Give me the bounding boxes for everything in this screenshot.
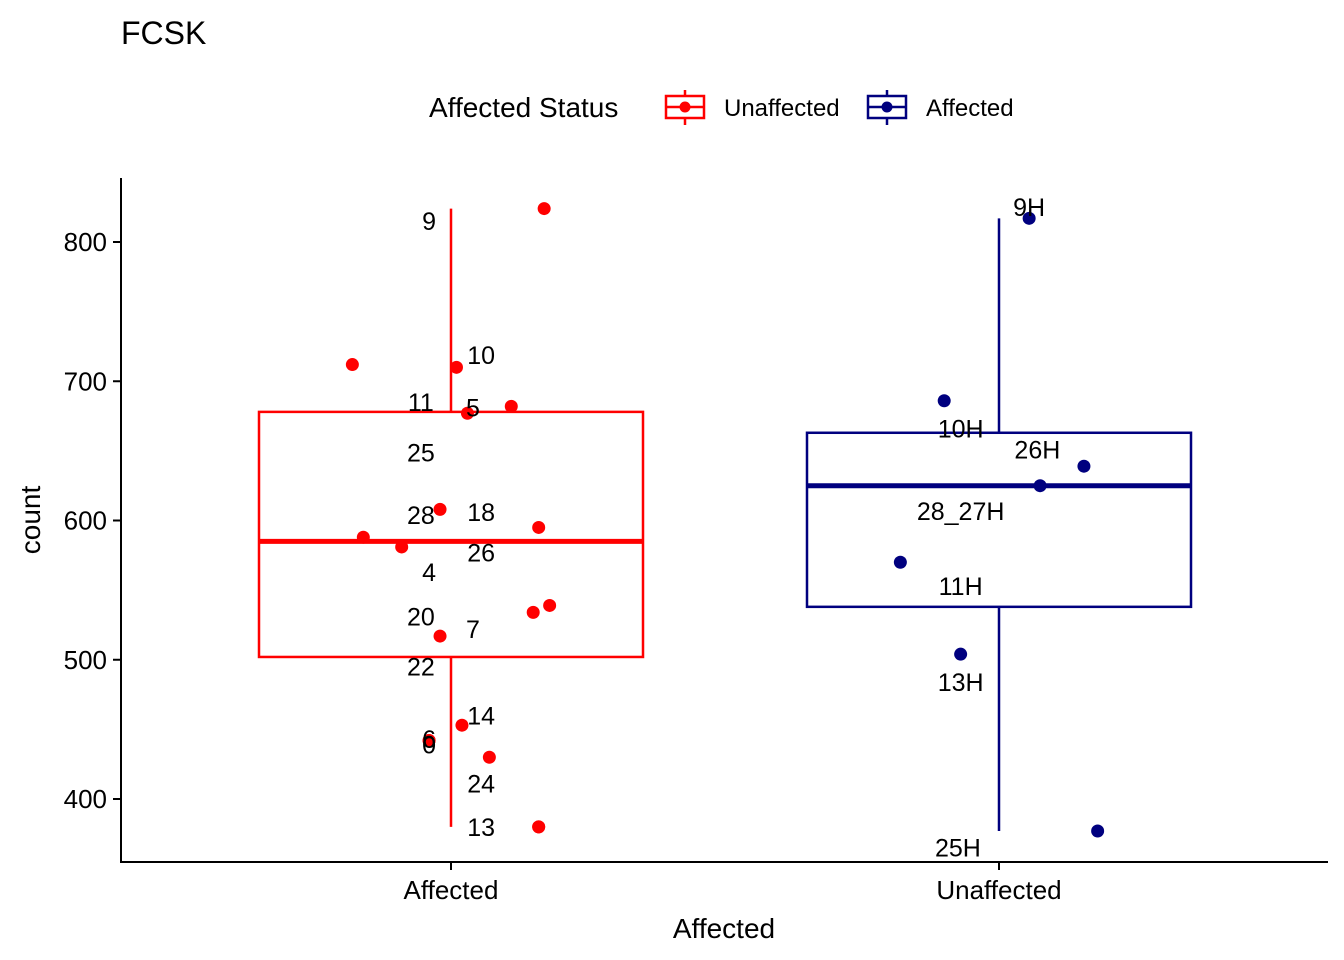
data-point [1091, 824, 1105, 838]
y-tick-label: 500 [64, 645, 107, 675]
point-label: 26H [1014, 436, 1060, 464]
data-point [422, 734, 436, 748]
axes: 400 500 600 700 800 Affected Unaffected [64, 178, 1328, 905]
point-label: 10 [467, 342, 495, 370]
point-label: 0 [422, 732, 436, 760]
data-point [543, 598, 557, 612]
data-point [433, 502, 447, 516]
y-tick-label: 400 [64, 784, 107, 814]
point-label: 4 [422, 559, 436, 587]
data-point [1022, 211, 1036, 225]
point-label: 28 [407, 502, 435, 530]
x-tick-label: Affected [404, 875, 499, 905]
legend-key-point [881, 101, 893, 113]
point-label: 14 [467, 702, 495, 730]
legend-label: Affected [926, 95, 1014, 122]
point-label: 18 [467, 499, 495, 527]
data-point [954, 647, 968, 661]
point-label: 13H [938, 669, 984, 697]
data-point [455, 718, 469, 732]
data-point [395, 540, 409, 554]
point-label: 6 [422, 726, 436, 754]
data-point [532, 520, 546, 534]
point-label: 5 [466, 395, 480, 423]
point-label: 20 [407, 604, 435, 632]
point-label: 25H [935, 835, 981, 863]
data-point [526, 605, 540, 619]
legend-key-unaffected [664, 90, 706, 125]
chart-title: FCSK [121, 15, 206, 51]
point-label: 10H [938, 416, 984, 444]
data-point [460, 406, 474, 420]
data-point [504, 399, 518, 413]
data-point [345, 358, 359, 372]
legend-label: Unaffected [724, 95, 840, 122]
box [257, 410, 645, 659]
data-point [1077, 459, 1091, 473]
point-label: 25 [407, 439, 435, 467]
data-point [482, 750, 496, 764]
legend-key-point [679, 101, 691, 113]
point-label: 11 [408, 389, 434, 417]
point-label: 26 [467, 540, 495, 568]
point-label: 9H [1013, 194, 1045, 222]
plot-area: 9 10 11 5 25 18 28 26 4 20 7 22 14 60 24 13 9H 10H 26H 28_2… [257, 194, 1193, 863]
series-affected: 9 10 11 5 25 18 28 26 4 20 7 22 14 60 24 13 [257, 202, 645, 842]
y-tick-label: 600 [64, 506, 107, 536]
data-point [356, 530, 370, 544]
point-label: 9 [422, 208, 436, 236]
point-label: 28_27H [917, 498, 1005, 526]
data-point [1033, 479, 1047, 493]
data-point [893, 555, 907, 569]
point-label: 13 [467, 814, 495, 842]
point-label: 22 [407, 654, 435, 682]
point-label: 7 [466, 616, 480, 644]
data-point [433, 629, 447, 643]
point-label: 24 [467, 771, 495, 799]
y-tick-label: 700 [64, 366, 107, 396]
x-axis-title: Affected [673, 913, 775, 944]
legend-title: Affected Status [429, 92, 618, 123]
point-label: 11H [939, 573, 983, 601]
data-point [449, 360, 463, 374]
data-point [937, 394, 951, 408]
y-axis-title: count [15, 486, 46, 555]
data-point [532, 820, 546, 834]
legend-key-affected [866, 90, 908, 125]
box [805, 431, 1193, 609]
series-unaffected: 9H 10H 26H 28_27H 11H 13H 25H [805, 194, 1193, 863]
x-tick-label: Unaffected [936, 875, 1061, 905]
y-tick-label: 800 [64, 227, 107, 257]
legend: Affected Status Unaffected Affected [429, 90, 1014, 125]
data-point [537, 202, 551, 216]
